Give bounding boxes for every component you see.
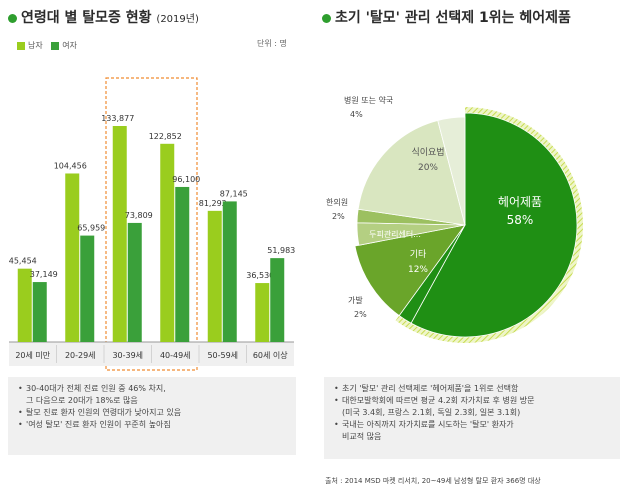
- bar-male: [160, 143, 175, 342]
- pie-slice: [354, 224, 466, 317]
- bar-female: [175, 186, 190, 342]
- bar-value-label: 81,292: [199, 199, 227, 208]
- bar-legend: 남자 여자: [17, 40, 77, 51]
- bar-female: [80, 235, 95, 342]
- legend-female-label: 여자: [62, 41, 78, 50]
- pie-chart: 헤어제품 58% 기타 12% 두피관리센터... 식이요법 20% 가발 2% 한의원 2% 병원 …: [326, 95, 583, 343]
- bar-male: [207, 210, 222, 342]
- category-label: 30-39세: [112, 351, 143, 360]
- bar-value-label: 133,877: [101, 114, 134, 123]
- pie-category-label: 가발: [348, 295, 363, 305]
- pie-category-label: 식이요법: [411, 147, 444, 158]
- bar-female: [32, 282, 47, 342]
- category-label: 50-59세: [207, 351, 238, 360]
- bar-female: [270, 258, 285, 342]
- right-notes: 초기 '탈모' 관리 선택제로 '헤어제품'을 1위로 선택함 대한모발학회에 …: [334, 383, 620, 443]
- right-note-item: 대한모발학회에 따르면 평균 4.2회 자가치료 후 병원 방문(미국 3.4회…: [334, 395, 620, 419]
- bar-male: [255, 283, 270, 342]
- right-notes-box: 초기 '탈모' 관리 선택제로 '헤어제품'을 1위로 선택함 대한모발학회에 …: [324, 377, 620, 459]
- bar-value-label: 87,145: [220, 189, 248, 198]
- pie-slice: [410, 112, 578, 338]
- left-notes-box: 30-40대가 전체 진료 인원 중 46% 차지,그 다음으로 20대가 18…: [8, 377, 296, 455]
- unit-label: 단위 : 명: [257, 39, 287, 48]
- bar-value-label: 73,809: [125, 211, 153, 220]
- bullet-dot-icon: [322, 13, 331, 23]
- legend-male-label: 남자: [28, 41, 43, 50]
- pie-slice: [437, 116, 466, 226]
- bar-value-label: 122,852: [149, 132, 182, 141]
- bar-value-label: 36,530: [246, 271, 274, 280]
- pie-slice: [357, 119, 466, 226]
- right-note-item: 초기 '탈모' 관리 선택제로 '헤어제품'을 1위로 선택함: [334, 383, 620, 395]
- legend-male-swatch: [17, 41, 25, 50]
- pie-category-label: 기타: [410, 249, 427, 260]
- pie-value-label: 20%: [418, 163, 438, 173]
- pie-value-label: 4%: [350, 110, 363, 119]
- category-label: 40-49세: [160, 351, 191, 360]
- bar-female: [127, 222, 142, 342]
- highlight-box: [105, 77, 198, 371]
- bullet-dot-icon: [8, 13, 17, 23]
- bar-value-label: 37,149: [30, 270, 58, 279]
- bar-value-label: 45,454: [9, 257, 37, 266]
- bar-male: [17, 268, 32, 342]
- pie-category-label: 두피관리센터...: [369, 229, 421, 239]
- bar-value-label: 96,100: [172, 175, 200, 184]
- pie-value-label: 58%: [507, 213, 534, 227]
- bar-female: [222, 201, 237, 342]
- left-title-year: (2019년): [156, 14, 199, 25]
- pie-category-label: 헤어제품: [498, 195, 542, 209]
- pie-value-label: 2%: [354, 310, 367, 319]
- left-notes: 30-40대가 전체 진료 인원 중 46% 차지,그 다음으로 20대가 18…: [18, 383, 296, 431]
- pie-category-label: 한의원: [326, 197, 348, 207]
- pie-category-label: 병원 또는 약국: [344, 95, 393, 105]
- source-note: 출처 : 2014 MSD 마켓 리서치, 20~49세 남성형 탈모 환자 3…: [325, 477, 541, 485]
- legend-female-swatch: [51, 41, 60, 50]
- category-label: 20-29세: [65, 351, 96, 360]
- bar-chart: 45,454 37,149 20세 미만 104,456 65,959 20-29세 133…: [9, 77, 295, 371]
- pie-value-label: 12%: [408, 265, 428, 275]
- left-note-item: '여성 탈모' 진료 환자 인원이 꾸준히 높아짐: [18, 419, 296, 431]
- left-note-item: 30-40대가 전체 진료 인원 중 46% 차지,그 다음으로 20대가 18…: [18, 383, 296, 407]
- pie-value-label: 2%: [332, 212, 345, 221]
- bar-value-label: 65,959: [77, 224, 105, 233]
- bar-male: [112, 126, 127, 342]
- category-label: 60세 이상: [253, 350, 288, 360]
- left-title: 연령대 별 탈모증 현황 (2019년): [8, 7, 199, 27]
- bar-value-label: 104,456: [54, 161, 87, 170]
- right-title: 초기 '탈모' 관리 선택제 1위는 헤어제품: [322, 7, 571, 27]
- bar-value-label: 51,983: [267, 246, 295, 255]
- left-note-item: 탈모 진료 환자 인원의 연령대가 낮아지고 있음: [18, 407, 296, 419]
- category-label: 20세 미만: [15, 351, 50, 360]
- bar-male: [65, 173, 80, 342]
